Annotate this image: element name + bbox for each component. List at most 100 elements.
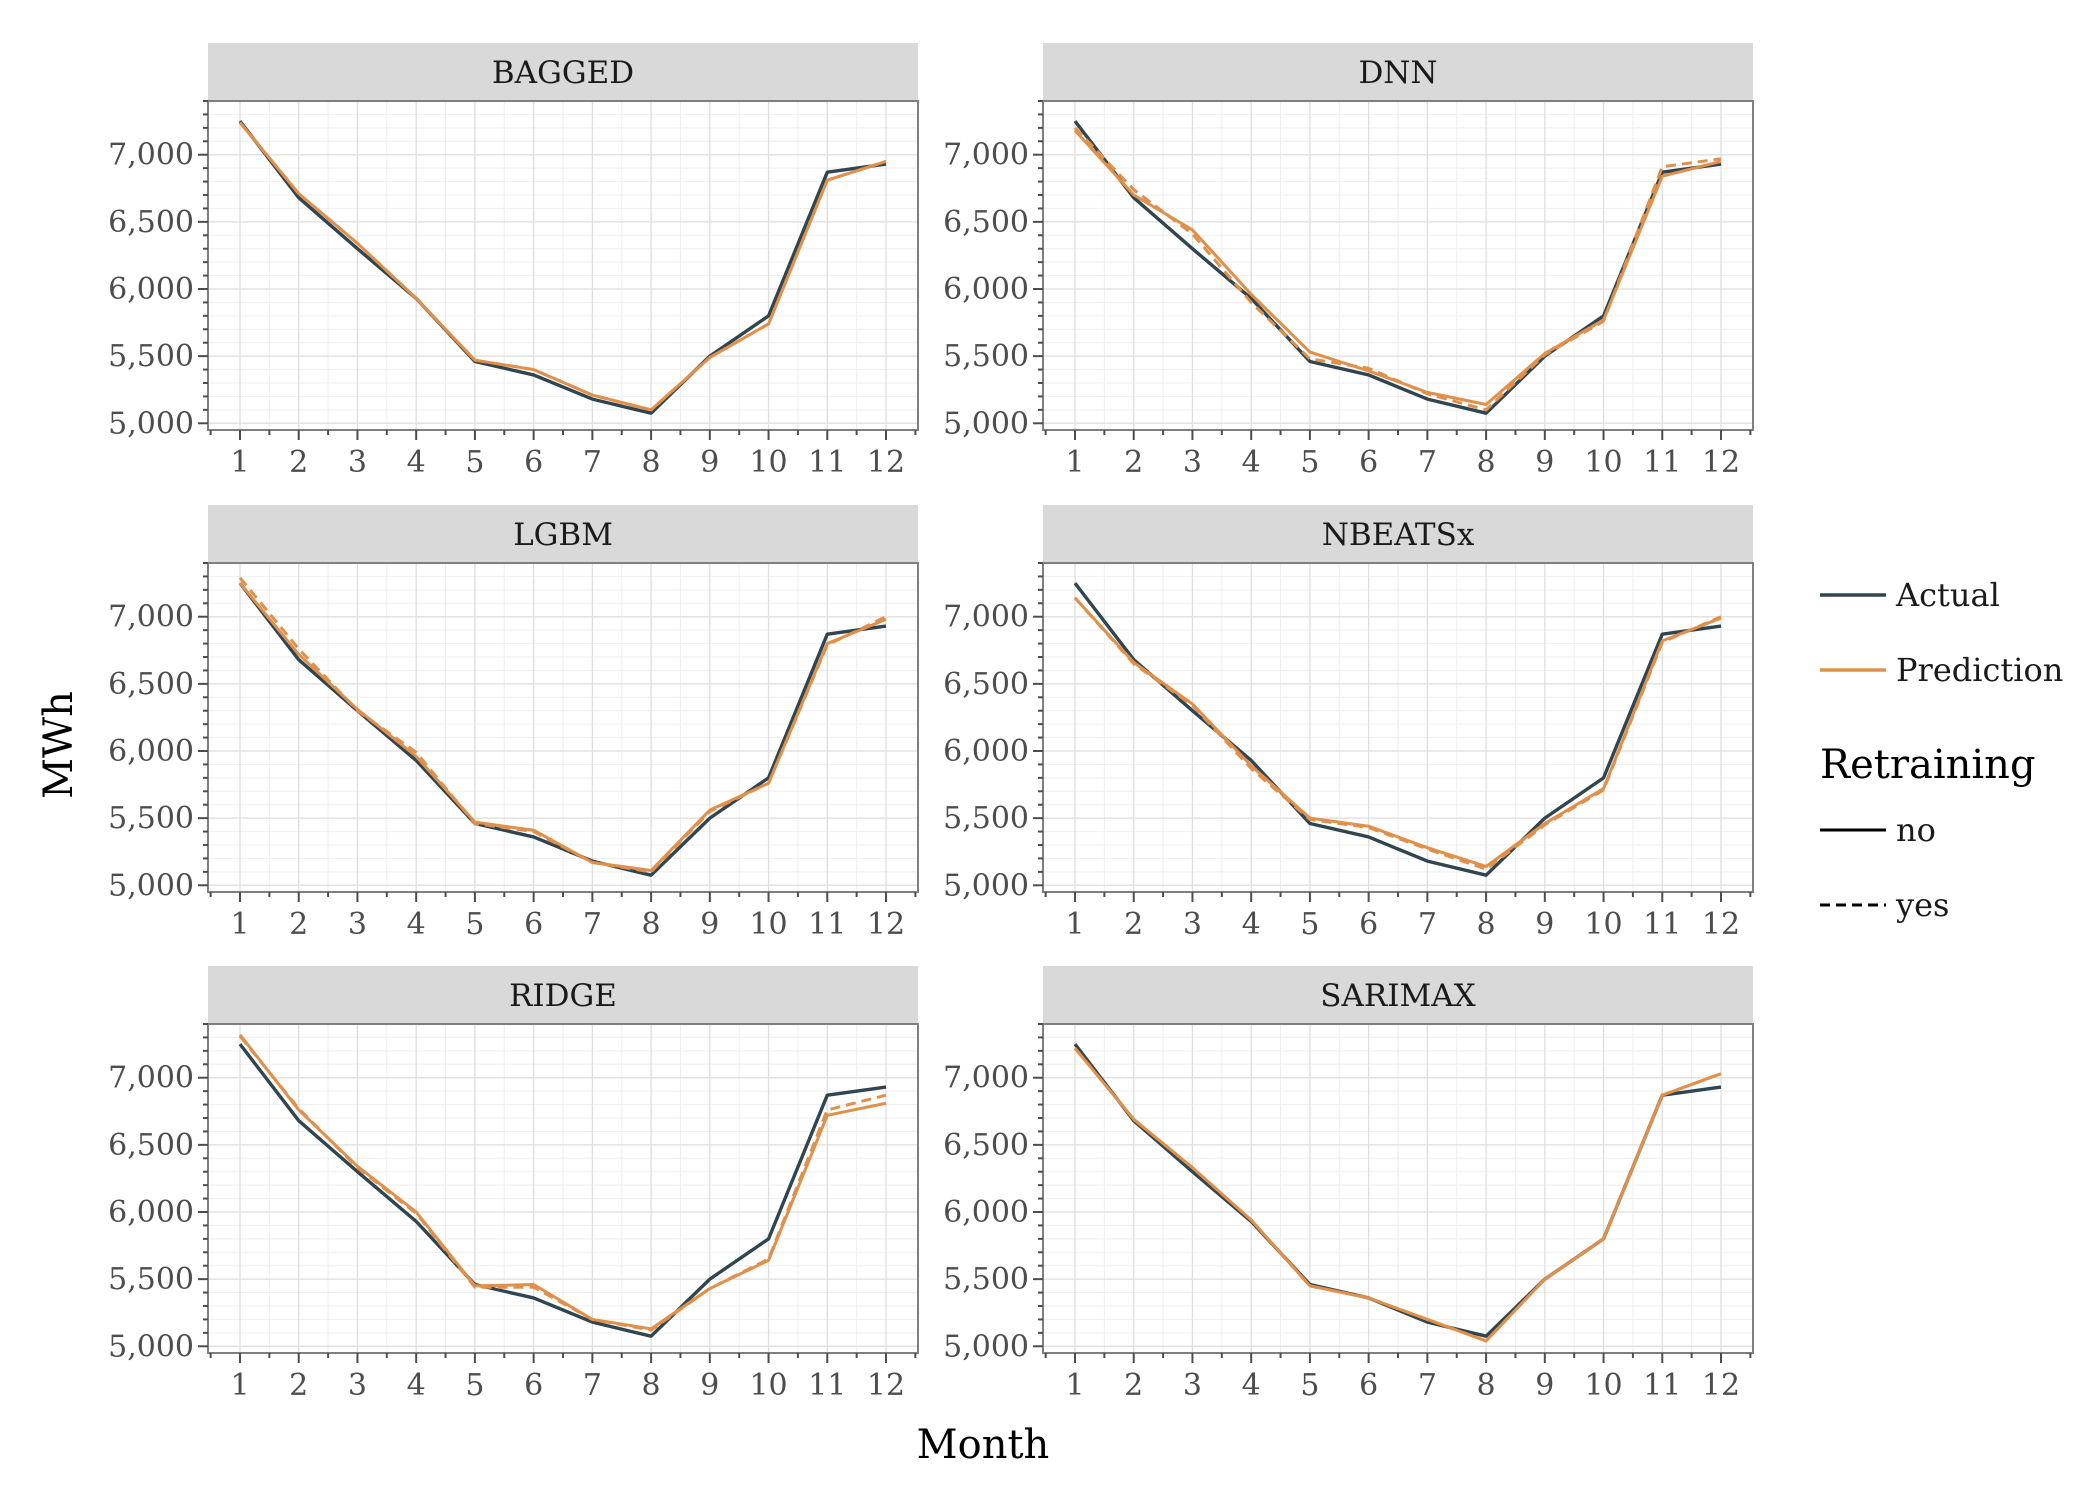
x-tick-label: 7	[583, 1368, 602, 1403]
x-tick-label: 8	[1477, 1368, 1496, 1403]
x-tick-label: 8	[1477, 445, 1496, 480]
x-tick-label: 9	[700, 445, 719, 480]
x-tick-label: 4	[1242, 1368, 1261, 1403]
series-actual-line	[238, 1043, 887, 1338]
series-prediction-retraining-no-line	[1073, 596, 1722, 868]
y-tick-label: 6,000	[943, 272, 1029, 307]
panel-strip	[1043, 966, 1753, 1024]
x-tick-label: 6	[1359, 907, 1378, 942]
panel-title: RIDGE	[509, 978, 617, 1014]
x-tick-label: 9	[700, 907, 719, 942]
x-tick-label: 1	[230, 445, 249, 480]
x-tick-label: 2	[289, 907, 308, 942]
series-actual-line	[1073, 582, 1722, 877]
y-tick-label: 6,000	[943, 1195, 1029, 1230]
y-tick-label: 6,500	[108, 1128, 194, 1163]
x-tick-label: 10	[749, 1368, 787, 1403]
x-tick-label: 10	[1584, 445, 1622, 480]
x-tick-label: 3	[1183, 907, 1202, 942]
y-tick-label: 5,500	[108, 801, 194, 836]
x-tick-label: 5	[1300, 907, 1319, 942]
x-tick-label: 3	[1183, 445, 1202, 480]
x-tick-label: 5	[1300, 1368, 1319, 1403]
y-tick-label: 5,500	[943, 801, 1029, 836]
x-tick-label: 1	[1065, 445, 1084, 480]
x-tick-label: 10	[749, 445, 787, 480]
series-prediction-retraining-no-line	[1073, 129, 1722, 406]
y-tick-label: 7,000	[943, 1061, 1029, 1096]
y-tick-label: 6,500	[943, 667, 1029, 702]
x-tick-label: 12	[1702, 1368, 1740, 1403]
x-tick-label: 6	[1359, 445, 1378, 480]
y-axis-title: MWh	[36, 691, 82, 799]
x-tick-label: 5	[465, 445, 484, 480]
x-tick-label: 5	[1300, 445, 1319, 480]
legend-label-prediction: Prediction	[1896, 651, 2063, 689]
x-tick-label: 1	[230, 907, 249, 942]
x-tick-label: 4	[407, 1368, 426, 1403]
y-tick-label: 5,000	[108, 1329, 194, 1364]
x-tick-label: 9	[700, 1368, 719, 1403]
x-tick-label: 11	[808, 907, 846, 942]
x-tick-label: 8	[642, 445, 661, 480]
x-tick-label: 3	[348, 445, 367, 480]
panel-strip	[1043, 505, 1753, 563]
x-tick-label: 3	[348, 907, 367, 942]
y-tick-label: 5,500	[108, 339, 194, 374]
x-tick-label: 8	[642, 1368, 661, 1403]
x-tick-label: 4	[1242, 445, 1261, 480]
y-tick-label: 5,500	[108, 1262, 194, 1297]
y-tick-label: 7,000	[108, 1061, 194, 1096]
x-tick-label: 3	[1183, 1368, 1202, 1403]
x-tick-label: 11	[1643, 1368, 1681, 1403]
x-tick-label: 6	[524, 445, 543, 480]
panel-title: NBEATSx	[1322, 517, 1475, 553]
y-tick-label: 5,000	[108, 868, 194, 903]
panel-title: LGBM	[513, 517, 613, 553]
x-tick-label: 2	[289, 1368, 308, 1403]
x-tick-label: 6	[524, 1368, 543, 1403]
series-prediction-retraining-no-line	[238, 582, 887, 873]
x-tick-label: 4	[407, 445, 426, 480]
y-tick-label: 5,000	[108, 406, 194, 441]
x-tick-label: 9	[1535, 1368, 1554, 1403]
y-tick-label: 7,000	[943, 138, 1029, 173]
x-tick-label: 9	[1535, 445, 1554, 480]
x-tick-label: 6	[1359, 1368, 1378, 1403]
x-tick-label: 2	[289, 445, 308, 480]
y-tick-label: 6,500	[943, 205, 1029, 240]
x-tick-label: 12	[867, 1368, 905, 1403]
y-tick-label: 6,500	[108, 205, 194, 240]
panel-strip	[208, 505, 918, 563]
y-tick-label: 6,000	[108, 734, 194, 769]
y-tick-label: 6,000	[943, 734, 1029, 769]
series-actual-line	[238, 120, 887, 415]
series-prediction-retraining-no-line	[1073, 1047, 1722, 1343]
x-tick-label: 7	[1418, 907, 1437, 942]
x-tick-label: 12	[1702, 907, 1740, 942]
x-tick-label: 4	[1242, 907, 1261, 942]
x-tick-label: 8	[642, 907, 661, 942]
x-tick-label: 7	[1418, 1368, 1437, 1403]
y-tick-label: 5,500	[943, 339, 1029, 374]
x-tick-label: 4	[407, 907, 426, 942]
panel-strip	[1043, 43, 1753, 101]
x-tick-label: 11	[1643, 445, 1681, 480]
y-tick-label: 5,500	[943, 1262, 1029, 1297]
x-tick-label: 12	[1702, 445, 1740, 480]
x-tick-label: 11	[808, 445, 846, 480]
y-tick-label: 5,000	[943, 406, 1029, 441]
x-tick-label: 7	[1418, 445, 1437, 480]
legend-label-retraining-no: no	[1896, 811, 1936, 849]
panel-title: DNN	[1358, 55, 1437, 91]
panel-strip	[208, 43, 918, 101]
y-tick-label: 6,500	[943, 1128, 1029, 1163]
x-tick-label: 1	[1065, 907, 1084, 942]
x-tick-label: 10	[1584, 907, 1622, 942]
legend-label-actual: Actual	[1895, 576, 2000, 614]
y-tick-label: 6,000	[108, 272, 194, 307]
x-tick-label: 5	[465, 1368, 484, 1403]
x-tick-label: 1	[230, 1368, 249, 1403]
